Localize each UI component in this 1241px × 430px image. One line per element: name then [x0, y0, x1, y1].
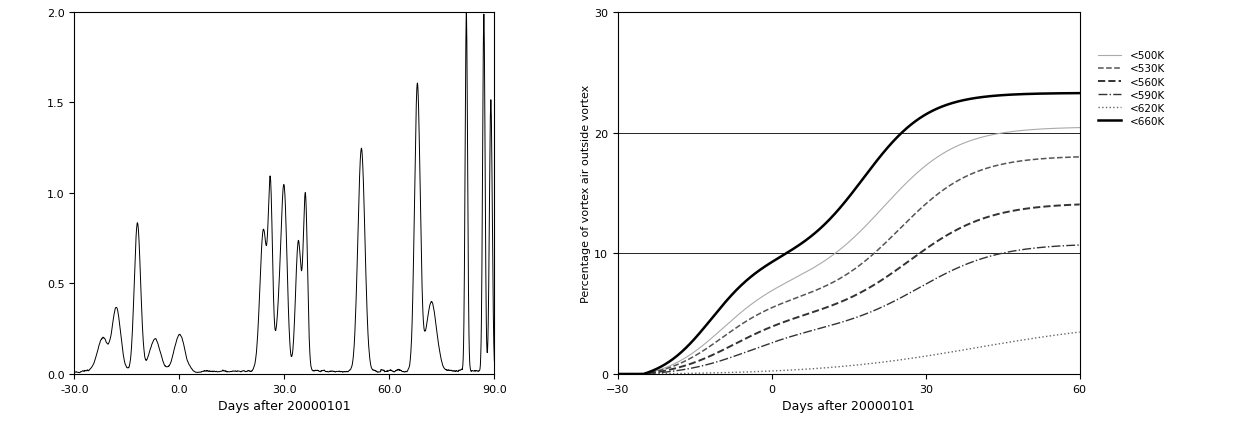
- <590K: [958, 262, 973, 267]
- <620K: [808, 366, 823, 371]
- <620K: [958, 347, 973, 352]
- <530K: [660, 366, 675, 371]
- <530K: [1072, 155, 1087, 160]
- <660K: [611, 372, 625, 377]
- <530K: [1009, 160, 1024, 165]
- Legend: <500K, <530K, <560K, <590K, <620K, <660K: <500K, <530K, <560K, <590K, <620K, <660K: [1095, 47, 1169, 131]
- <560K: [660, 368, 675, 373]
- <620K: [731, 370, 746, 375]
- Line: <660K: <660K: [618, 94, 1080, 374]
- <500K: [660, 364, 675, 369]
- <530K: [808, 289, 823, 294]
- Line: <620K: <620K: [618, 332, 1080, 374]
- Y-axis label: Percentage of vortex air outside vortex: Percentage of vortex air outside vortex: [581, 85, 591, 302]
- <560K: [939, 233, 954, 238]
- <620K: [611, 372, 625, 377]
- <530K: [731, 324, 746, 329]
- Line: <560K: <560K: [618, 205, 1080, 374]
- Line: <590K: <590K: [618, 246, 1080, 374]
- <530K: [611, 372, 625, 377]
- <660K: [660, 360, 675, 365]
- <590K: [808, 327, 823, 332]
- <500K: [1009, 129, 1024, 134]
- <500K: [1072, 126, 1087, 131]
- X-axis label: Days after 20000101: Days after 20000101: [218, 399, 351, 412]
- <660K: [958, 98, 973, 103]
- <500K: [958, 141, 973, 146]
- <620K: [939, 350, 954, 356]
- <560K: [731, 340, 746, 345]
- <620K: [1009, 338, 1024, 344]
- <560K: [808, 309, 823, 314]
- <590K: [660, 369, 675, 375]
- <590K: [1072, 243, 1087, 248]
- <560K: [958, 223, 973, 228]
- Line: <500K: <500K: [618, 128, 1080, 374]
- <660K: [1009, 92, 1024, 98]
- <590K: [939, 271, 954, 276]
- <500K: [939, 149, 954, 154]
- <590K: [611, 372, 625, 377]
- <500K: [611, 372, 625, 377]
- <500K: [731, 313, 746, 318]
- <590K: [1009, 249, 1024, 254]
- <660K: [1072, 91, 1087, 96]
- <620K: [660, 371, 675, 376]
- <530K: [958, 175, 973, 180]
- X-axis label: Days after 20000101: Days after 20000101: [782, 399, 915, 412]
- <560K: [1009, 208, 1024, 213]
- <500K: [808, 264, 823, 270]
- <590K: [731, 353, 746, 358]
- <660K: [939, 103, 954, 108]
- Line: <530K: <530K: [618, 157, 1080, 374]
- <560K: [1072, 203, 1087, 208]
- <560K: [611, 372, 625, 377]
- <530K: [939, 186, 954, 191]
- <660K: [808, 231, 823, 236]
- <660K: [731, 286, 746, 291]
- <620K: [1072, 330, 1087, 335]
